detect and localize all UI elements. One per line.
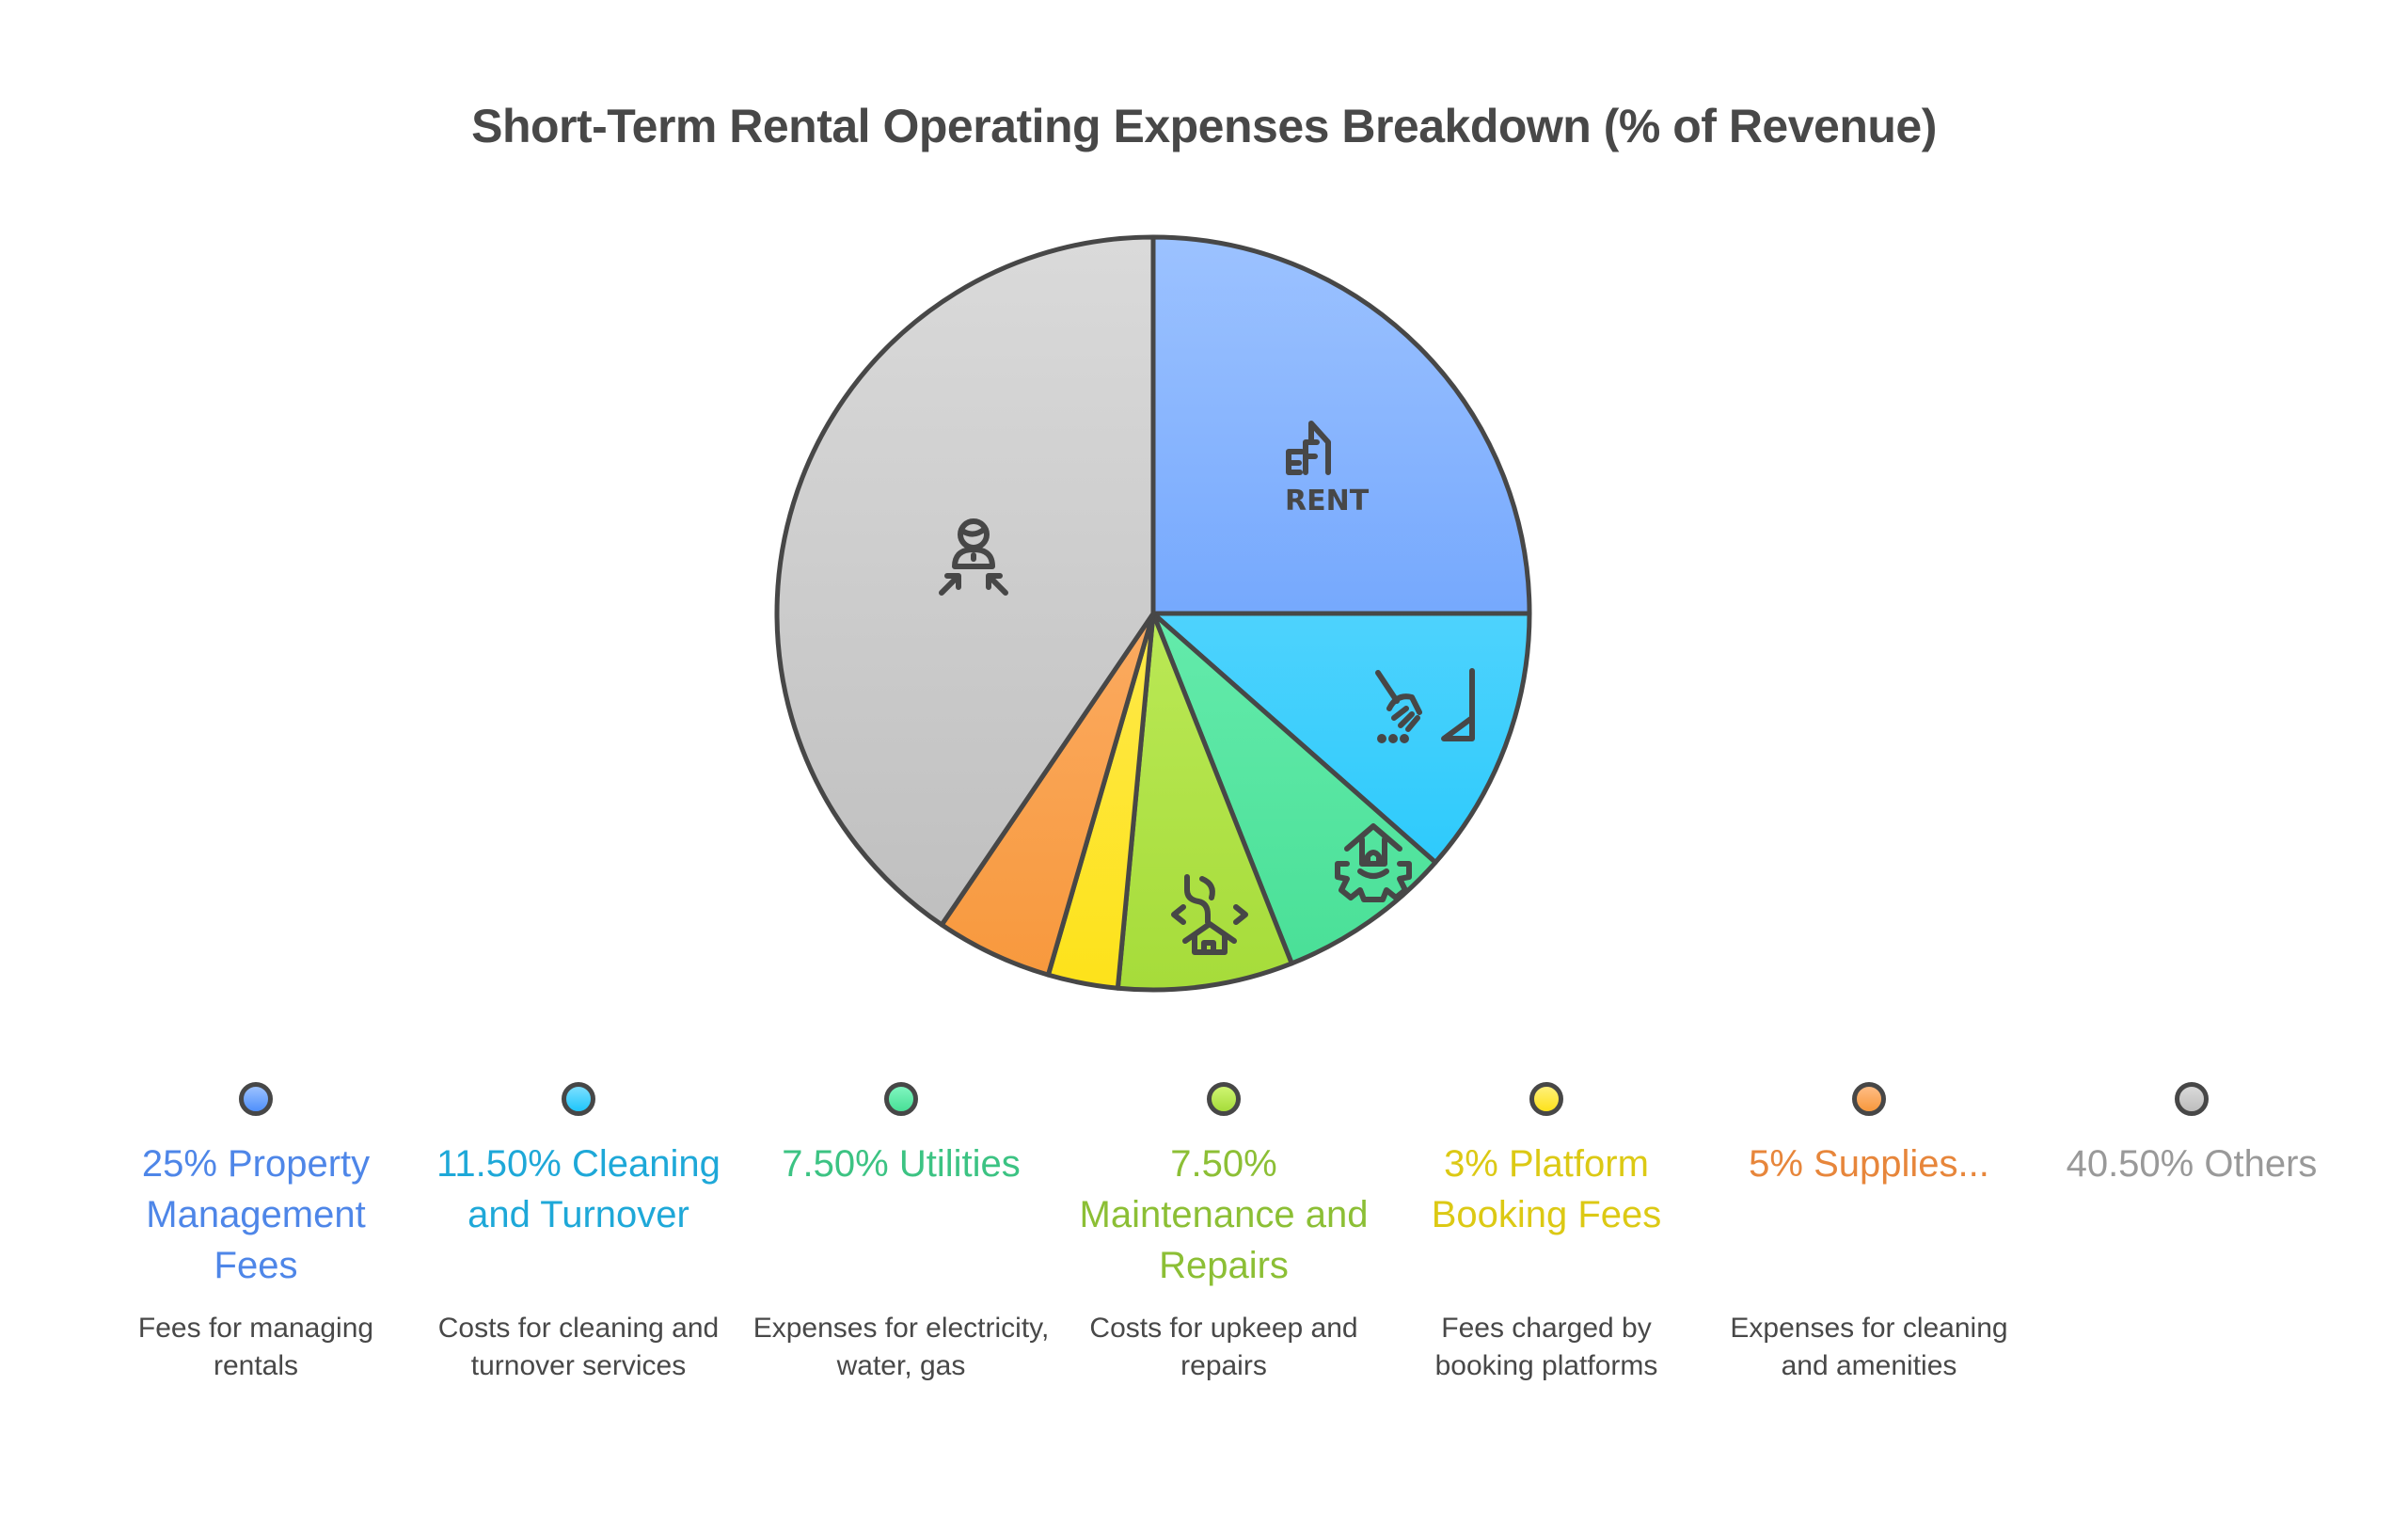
legend-label: 11.50% Cleaning and Turnover (436, 1143, 721, 1235)
legend-item-property-management: 25% Property Management Fees Fees for ma… (105, 1082, 406, 1385)
pie-slice (1150, 611, 1532, 866)
legend-item-others: 40.50% Others (2041, 1082, 2342, 1310)
rent-building-icon: RENT (1285, 421, 1370, 518)
legend-description: Fees for managing rentals (137, 1313, 374, 1381)
legend-item-platform-booking-fees: 3% Platform Booking Fees Fees charged by… (1396, 1082, 1697, 1385)
legend-description: Costs for upkeep and repairs (1089, 1313, 1358, 1381)
chart-title: Short-Term Rental Operating Expenses Bre… (471, 100, 1937, 152)
legend-label: 5% Supplies... (1749, 1143, 1989, 1185)
legend-description: Costs for cleaning and turnover services (437, 1313, 720, 1381)
legend-item-utilities: 7.50% Utilities Expenses for electricity… (751, 1082, 1052, 1385)
legend-item-maintenance-repairs: 7.50% Maintenance and Repairs Costs for … (1073, 1082, 1374, 1385)
legend-label: 3% Platform Booking Fees (1431, 1143, 1662, 1235)
legend-label: 25% Property Management Fees (141, 1143, 371, 1286)
pie-slice (1150, 234, 1532, 616)
svg-text:RENT: RENT (1285, 485, 1370, 518)
legend-dot (239, 1082, 273, 1116)
legend-description: Expenses for electricity, water, gas (752, 1313, 1050, 1381)
house-gear-icon (1335, 823, 1412, 902)
legend-label: 7.50% Maintenance and Repairs (1079, 1143, 1369, 1286)
legend-dot (1852, 1082, 1886, 1116)
legend-item-supplies: 5% Supplies... Expenses for cleaning and… (1719, 1082, 2020, 1385)
legend-label: 7.50% Utilities (782, 1143, 1021, 1185)
pie-slice (774, 234, 1156, 928)
legend-dot (2175, 1082, 2209, 1116)
legend-dot (1207, 1082, 1241, 1116)
legend-dot (562, 1082, 595, 1116)
broom-sweep-icon (1375, 668, 1475, 743)
house-plumbing-icon (1171, 874, 1248, 955)
legend-dot (1529, 1082, 1563, 1116)
legend-item-cleaning-turnover: 11.50% Cleaning and Turnover Costs for c… (428, 1082, 729, 1385)
legend-description: Fees charged by booking platforms (1434, 1313, 1658, 1381)
legend-dot (884, 1082, 918, 1116)
legend: 25% Property Management Fees Fees for ma… (0, 1082, 2408, 1458)
pie-chart: RENT (774, 234, 1532, 993)
pie-slice (1115, 611, 1294, 993)
person-arrows-icon (939, 518, 1008, 596)
legend-label: 40.50% Others (2066, 1143, 2318, 1185)
legend-description: Expenses for cleaning and amenities (1730, 1313, 2008, 1381)
